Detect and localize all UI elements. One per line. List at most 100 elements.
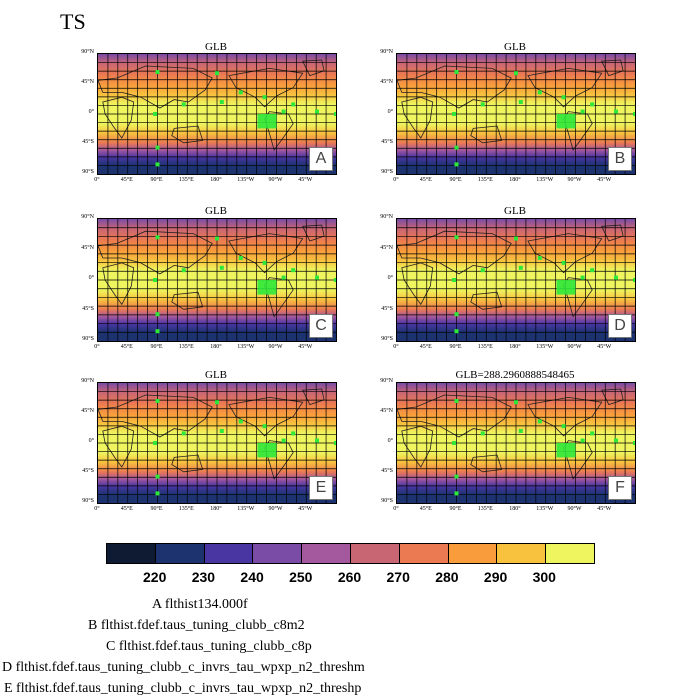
coastline-0 (401, 425, 434, 468)
lon-label: 135°W (237, 506, 255, 512)
site-marker (219, 429, 224, 433)
site-marker (155, 329, 160, 334)
coastline-1 (98, 65, 213, 109)
lat-label: 90°S (381, 498, 393, 504)
site-marker (633, 441, 635, 445)
lon-label: 180° (509, 506, 521, 512)
colorbar-tick-label: 290 (483, 569, 508, 585)
coastline-1 (98, 394, 213, 438)
site-marker (452, 278, 457, 282)
site-marker (334, 441, 336, 445)
site-marker (215, 71, 219, 76)
panel-title-e: GLB (205, 369, 227, 381)
lon-label: 90°E (449, 177, 462, 183)
map-field (397, 54, 635, 174)
site-marker (181, 268, 186, 273)
lon-label: 45°E (419, 506, 432, 512)
site-marker (155, 70, 160, 74)
lat-label: 45°S (82, 468, 94, 474)
coastline-1 (397, 65, 512, 109)
coastline-0 (102, 96, 135, 139)
lat-label: 90°S (82, 169, 94, 175)
colorbar-segment (497, 544, 547, 563)
lon-label: 135°E (477, 506, 493, 512)
lon-label: 45°E (120, 177, 133, 183)
site-marker (291, 431, 296, 436)
site-marker (480, 431, 485, 436)
site-marker (580, 438, 585, 443)
lat-label: 90°N (380, 378, 393, 384)
site-marker (561, 424, 566, 429)
lat-label: 45°N (81, 408, 94, 414)
lon-label: 0° (94, 177, 100, 183)
lon-label: 135°W (237, 344, 255, 350)
coastline-0 (102, 262, 135, 306)
lat-label: 0° (88, 275, 94, 281)
site-marker (334, 278, 336, 282)
map-panel-c: C (97, 218, 337, 342)
region-marker (257, 280, 277, 295)
site-marker (614, 109, 618, 114)
site-marker (537, 419, 542, 424)
site-marker (590, 431, 595, 436)
lon-label: 135°W (536, 344, 554, 350)
lon-label: 135°E (178, 344, 194, 350)
map-field (98, 383, 336, 503)
lon-label: 180° (210, 506, 222, 512)
site-marker (238, 256, 243, 260)
site-marker (454, 145, 459, 150)
site-marker (614, 438, 618, 443)
site-marker (155, 312, 160, 317)
site-marker (518, 429, 523, 433)
lon-label: 0° (94, 506, 100, 512)
lon-label: 45°E (419, 177, 432, 183)
site-marker (454, 162, 459, 167)
coastline-0 (102, 425, 135, 468)
lon-label: 45°E (120, 506, 133, 512)
site-marker (454, 399, 459, 403)
lon-label: 45°E (419, 344, 432, 350)
lon-label: 135°E (477, 344, 493, 350)
colorbar-segment (204, 544, 254, 563)
site-marker (238, 90, 243, 95)
site-marker (454, 235, 459, 240)
site-marker (153, 112, 158, 116)
site-marker (262, 424, 267, 429)
lat-label: 45°N (380, 244, 393, 251)
lat-label: 45°S (381, 139, 393, 145)
colorbar (106, 543, 595, 564)
region-marker (257, 443, 277, 458)
coastline-2 (470, 125, 503, 144)
site-marker (155, 162, 160, 167)
colorbar-tick-label: 270 (386, 569, 410, 585)
site-marker (281, 275, 286, 280)
site-marker (452, 112, 457, 116)
site-marker (518, 265, 523, 270)
site-marker (155, 474, 160, 479)
site-marker (315, 109, 319, 114)
site-marker (561, 95, 566, 100)
colorbar-segment (155, 544, 205, 563)
colorbar-tick-label: 260 (337, 569, 362, 585)
map-field (98, 54, 336, 174)
site-marker (537, 256, 542, 260)
lat-label: 45°S (82, 305, 94, 312)
panel-title-f: GLB=288.2960888548465 (455, 369, 575, 381)
panel-tag-c: C (309, 314, 333, 338)
colorbar-tick-label: 300 (532, 569, 556, 585)
lon-label: 90°E (449, 344, 462, 350)
site-marker (291, 268, 296, 273)
lon-label: 90°W (268, 506, 283, 512)
lat-label: 45°S (82, 139, 94, 145)
coastline-1 (98, 230, 213, 275)
lon-label: 90°W (567, 506, 582, 512)
panel-title-d: GLB (504, 205, 526, 217)
lon-label: 135°W (237, 177, 255, 183)
colorbar-tick-label: 230 (191, 569, 216, 585)
site-marker (281, 109, 286, 114)
lon-label: 180° (210, 344, 222, 350)
colorbar-segment (399, 544, 449, 563)
lat-label: 0° (88, 109, 94, 115)
site-marker (580, 109, 585, 114)
site-marker (153, 278, 158, 282)
